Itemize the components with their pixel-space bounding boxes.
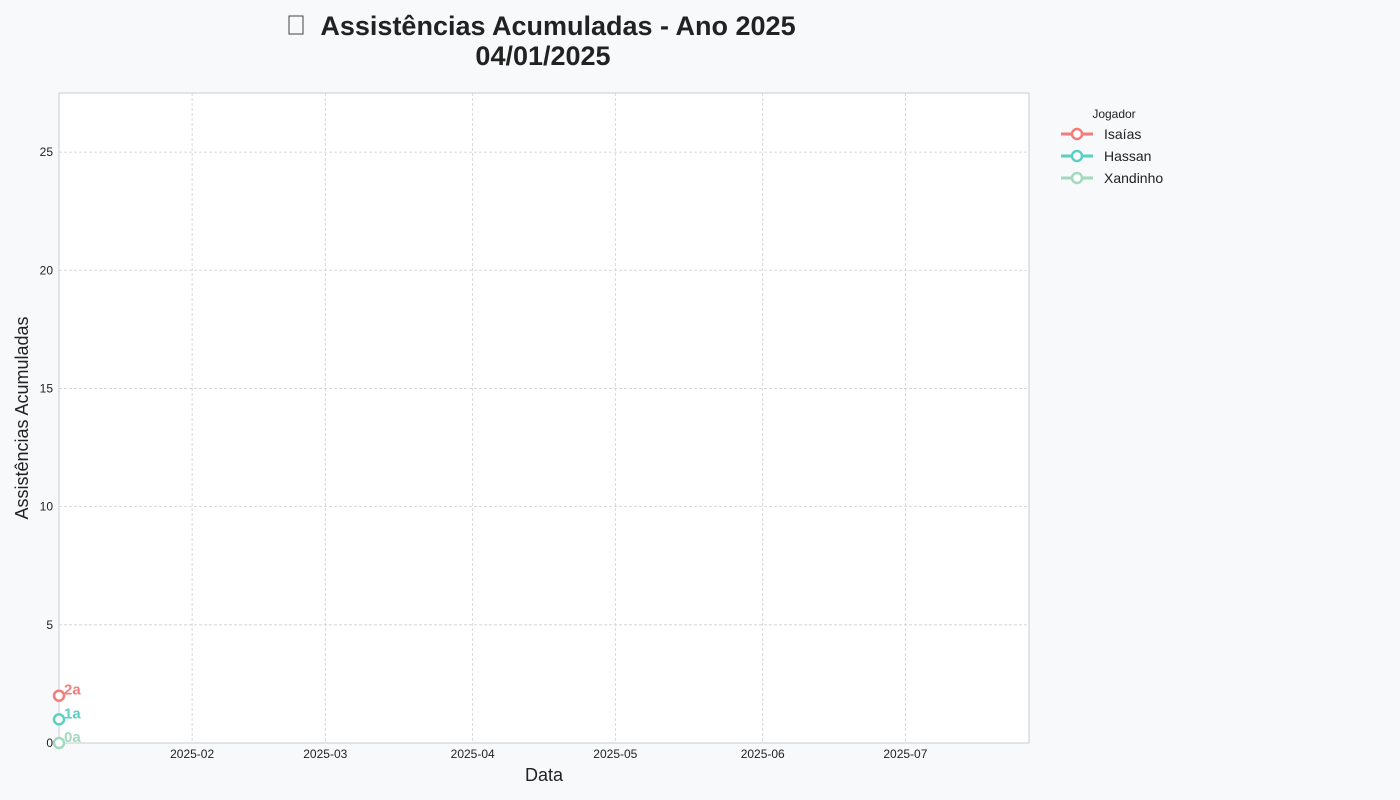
- y-tick-label: 10: [40, 500, 54, 514]
- x-tick-label: 2025-06: [741, 747, 785, 761]
- legend-marker: [1070, 127, 1084, 141]
- legend-marker: [1070, 149, 1084, 163]
- chart-icon: [288, 15, 304, 35]
- y-tick-label: 15: [40, 381, 54, 395]
- legend: Jogador Isaías Hassan Xandinho: [1061, 107, 1163, 186]
- x-tick-label: 2025-07: [883, 747, 927, 761]
- x-tick-label: 2025-05: [593, 747, 637, 761]
- y-axis-ticks: 0 5 10 15 20 25: [40, 145, 54, 750]
- x-axis-label: Data: [525, 765, 564, 785]
- y-axis-label: Assistências Acumuladas: [12, 316, 32, 519]
- x-axis-ticks: 2025-02 2025-03 2025-04 2025-05 2025-06 2025-…: [170, 747, 928, 761]
- data-point: [52, 713, 66, 726]
- legend-title: Jogador: [1092, 107, 1135, 121]
- y-tick-label: 25: [40, 145, 54, 159]
- data-label: 0a: [64, 729, 81, 746]
- chart-title-line1: Assistências Acumuladas - Ano 2025: [320, 11, 795, 41]
- legend-marker: [1070, 171, 1084, 185]
- x-tick-label: 2025-03: [303, 747, 347, 761]
- plot-area: [58, 92, 1030, 744]
- series-layer: 2a 1a 0a: [52, 682, 81, 750]
- legend-label: Hassan: [1104, 148, 1151, 164]
- chart-title: Assistências Acumuladas - Ano 2025 04/01…: [288, 11, 796, 71]
- data-point: [52, 736, 66, 750]
- x-tick-label: 2025-02: [170, 747, 214, 761]
- legend-label: Isaías: [1104, 126, 1141, 142]
- legend-label: Xandinho: [1104, 170, 1163, 186]
- y-tick-label: 5: [46, 618, 53, 632]
- y-tick-label: 20: [40, 263, 54, 277]
- data-label: 1a: [64, 705, 81, 722]
- y-tick-label: 0: [46, 736, 53, 750]
- data-label: 2a: [64, 682, 81, 699]
- x-tick-label: 2025-04: [451, 747, 495, 761]
- data-point: [52, 689, 66, 702]
- chart-title-line2: 04/01/2025: [475, 41, 610, 71]
- grid: [59, 93, 1029, 743]
